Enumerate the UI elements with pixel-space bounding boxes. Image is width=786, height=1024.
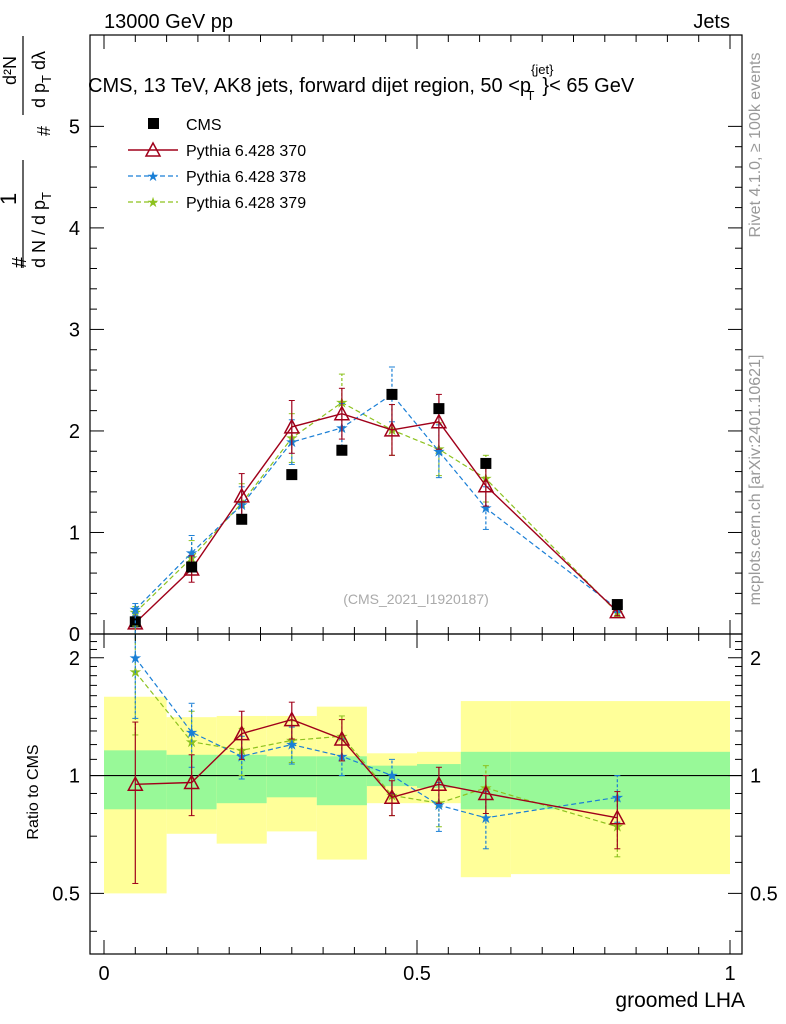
ylabel-den-1-sub: T [39, 192, 54, 200]
plot-title: CMS, 13 TeV, AK8 jets, forward dijet reg… [88, 62, 635, 103]
ratio-point-p370-8 [609, 809, 626, 825]
ratio-ytick-label-2: 2 [69, 648, 80, 670]
ylabel-den-2: d pT dλ [29, 51, 54, 108]
ylabel-den-2-sub: T [39, 75, 54, 83]
legend-label-cms: CMS [186, 117, 222, 134]
plot-title-tail: }< 65 GeV [542, 75, 634, 97]
rivet-label: Rivet 4.1.0, ≥ 100k events [747, 53, 764, 238]
legend-marker-379: ★ [147, 194, 160, 210]
main-point-cms-2 [236, 513, 248, 525]
ylabel-den-1-text: d N / d p [29, 200, 49, 268]
ylabel-num-1: 1 [0, 193, 21, 205]
ratio-point-p370-7 [477, 784, 495, 801]
ratio-point-p370-5 [383, 788, 401, 805]
ratio-point-p378-6: ★ [432, 797, 445, 814]
main-y-label: # 1 d N / d pT # d²N d pT dλ [0, 36, 54, 268]
main-point-cms-8 [611, 599, 623, 611]
main-point-cms-7 [480, 457, 492, 469]
ylabel-hash-1: # [9, 256, 31, 268]
main-point-p370-6 [430, 413, 448, 429]
ratio-point-p378-1: ★ [185, 724, 198, 741]
main-ticks: 0 1 2 3 4 5 [69, 35, 742, 646]
ratio-ticks: 0.5 0.5 1 1 2 2 0 0.5 1 [52, 634, 778, 985]
legend-marker-370 [144, 141, 162, 157]
main-line-p379 [134, 401, 618, 614]
main-point-p378-7: ★ [479, 500, 492, 517]
ratio-frame [89, 633, 743, 955]
ratio-point-p370-1 [183, 773, 200, 790]
ratio-point-p378-0: ★ [129, 650, 142, 667]
main-point-cms-1 [186, 561, 198, 573]
ratio-point-p370-2 [233, 725, 250, 741]
main-point-cms-4 [336, 444, 348, 456]
ratio-ytick-label-0.5: 0.5 [52, 883, 80, 905]
main-ytick-label-3: 3 [69, 319, 80, 341]
main-ytick-label-1: 1 [69, 522, 80, 544]
main-point-cms-6 [433, 403, 445, 415]
main-point-p370-8 [609, 603, 626, 619]
ylabel-num-2: d²N [0, 56, 20, 85]
main-point-p370-3 [283, 418, 301, 434]
ylabel-den-2-text: d p [29, 83, 49, 108]
ratio-data-layer: ★★★★★★★★★★★★★★★★★★ [127, 612, 626, 884]
ratio-point-p378-3: ★ [285, 737, 298, 754]
category-label: Jets [693, 11, 730, 33]
main-line-p378 [134, 393, 618, 611]
main-point-p378-6: ★ [432, 443, 445, 460]
ratio-point-p370-0 [127, 775, 144, 792]
ratio-ytick-label-right-2: 2 [750, 648, 761, 670]
ratio-ytick-label-1: 1 [69, 766, 80, 788]
main-ytick-label-2: 2 [69, 421, 80, 443]
main-point-p370-4 [333, 405, 351, 421]
ratio-point-p370-6 [430, 775, 448, 792]
main-data-layer: ★★★★★★★★★★★★★★★★★★ [127, 366, 626, 630]
main-ytick-label-5: 5 [69, 116, 80, 138]
legend-label-379: Pythia 6.428 379 [186, 195, 306, 212]
ylabel-den-1: d N / d pT [29, 192, 54, 268]
ratio-xtick-label-1: 1 [724, 963, 735, 985]
main-ytick-label-4: 4 [69, 218, 80, 240]
ratio-xtick-label-0: 0 [98, 963, 109, 985]
energy-label: 13000 GeV pp [104, 11, 233, 33]
main-ytick-label-0: 0 [69, 624, 80, 646]
ratio-y-label: Ratio to CMS [25, 744, 42, 839]
main-point-p370-2 [233, 487, 250, 503]
legend-label-378: Pythia 6.428 378 [186, 169, 306, 186]
x-axis-label: groomed LHA [615, 989, 745, 1012]
legend: CMS Pythia 6.428 370 ★ Pythia 6.428 378 … [128, 117, 306, 212]
ratio-band-inner-8 [510, 751, 730, 810]
plot-title-main: CMS, 13 TeV, AK8 jets, forward dijet reg… [88, 75, 531, 97]
ratio-point-p370-4 [333, 730, 351, 746]
analysis-watermark: (CMS_2021_I1920187) [343, 591, 489, 607]
plot-title-super: {jet} [531, 62, 554, 77]
ratio-ytick-label-right-1: 1 [750, 766, 761, 788]
legend-marker-cms [148, 118, 159, 129]
ylabel-den-2-tail: dλ [29, 51, 49, 75]
main-point-p370-5 [383, 421, 401, 437]
ylabel-hash-2: # [34, 126, 54, 136]
ratio-ytick-label-right-0.5: 0.5 [750, 883, 778, 905]
ratio-xtick-label-0.5: 0.5 [403, 963, 431, 985]
plot-title-sub: T [526, 88, 534, 103]
ratio-point-p370-3 [283, 711, 301, 727]
main-point-cms-3 [286, 469, 298, 481]
mcplots-label: mcplots.cern.ch [arXiv:2401.10621] [747, 355, 764, 606]
legend-marker-378: ★ [147, 168, 160, 184]
ratio-point-p378-5: ★ [385, 768, 398, 785]
legend-label-370: Pythia 6.428 370 [186, 143, 306, 160]
main-point-p370-7 [477, 477, 495, 493]
main-point-cms-5 [386, 388, 398, 400]
main-point-p378-1: ★ [185, 545, 198, 562]
ratio-point-p378-7: ★ [479, 810, 492, 827]
main-point-p378-0: ★ [129, 602, 142, 619]
